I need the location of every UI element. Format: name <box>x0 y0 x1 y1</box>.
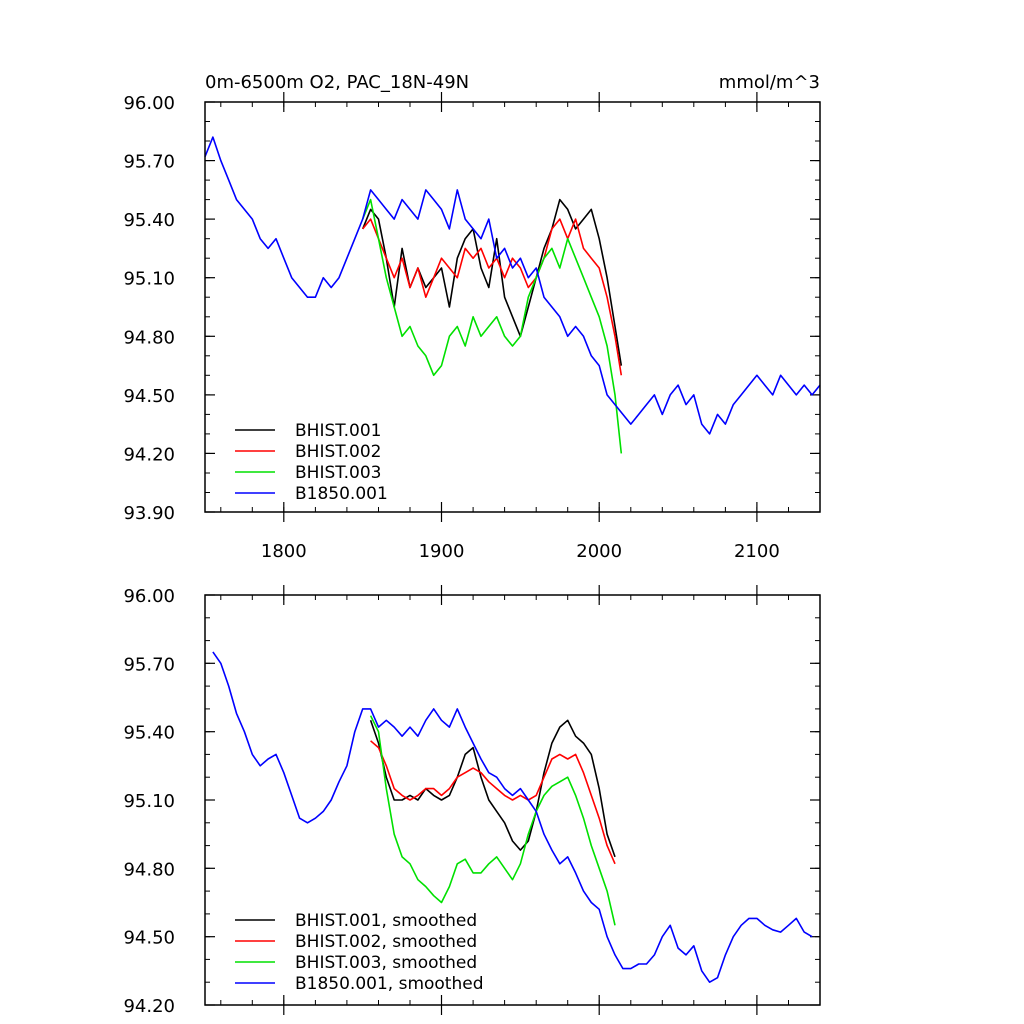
top-series-line-1 <box>361 198 623 366</box>
bottom-y-tick-label: 95.70 <box>123 654 175 675</box>
top-x-tick-label: 1800 <box>261 541 307 562</box>
top-legend-label-1: BHIST.001 <box>295 421 381 441</box>
top-y-tick-label: 93.90 <box>123 503 175 524</box>
bottom-legend-label-1: BHIST.001, smoothed <box>295 911 477 931</box>
top-y-tick-label: 95.10 <box>123 269 175 290</box>
top-y-tick-label: 95.40 <box>123 210 175 231</box>
top-legend-label-3: BHIST.003 <box>295 463 381 483</box>
bottom-y-tick-label: 94.20 <box>123 996 175 1017</box>
bottom-legend-label-4: B1850.001, smoothed <box>295 974 484 994</box>
bottom-series-lines <box>212 651 813 984</box>
top-y-tick-label: 95.70 <box>123 152 175 173</box>
top-series-line-4 <box>204 136 821 435</box>
bottom-series-line-2 <box>370 740 616 865</box>
top-panel: 0m-6500m O2, PAC_18N-49N mmol/m^3 1800 19… <box>123 72 821 562</box>
bottom-y-tick-label: 95.10 <box>123 791 175 812</box>
bottom-y-tick-label: 94.50 <box>123 928 175 949</box>
bottom-axis-ticks: 94.20 94.50 94.80 95.10 95.40 95.70 96.00 <box>123 585 821 1017</box>
top-series-line-2 <box>362 218 623 376</box>
bottom-y-tick-label: 94.80 <box>123 859 175 880</box>
bottom-plot-frame <box>204 594 821 1006</box>
top-legend-label-4: B1850.001 <box>295 484 388 504</box>
top-y-tick-label: 94.80 <box>123 327 175 348</box>
top-plot-frame <box>204 101 821 513</box>
top-legend-label-2: BHIST.002 <box>295 442 381 462</box>
top-axis-ticks: 1800 1900 2000 2100 93.90 94.20 94.50 94.80 95.1… <box>123 92 821 562</box>
top-series-line-3 <box>361 198 623 454</box>
bottom-series-line-1 <box>369 719 616 858</box>
bottom-panel: 94.20 94.50 94.80 95.10 95.40 95.70 96.00 BHIS… <box>123 585 821 1017</box>
bottom-y-tick-label: 95.40 <box>123 723 175 744</box>
top-y-tick-label: 96.00 <box>123 93 175 114</box>
bottom-series-line-3 <box>369 715 616 926</box>
top-y-tick-label: 94.20 <box>123 444 175 465</box>
bottom-legend-label-3: BHIST.003, smoothed <box>295 953 477 973</box>
top-x-tick-label: 2000 <box>576 541 622 562</box>
units-label: mmol/m^3 <box>719 72 820 93</box>
bottom-y-tick-label: 96.00 <box>123 586 175 607</box>
panel-title: 0m-6500m O2, PAC_18N-49N <box>205 72 469 93</box>
top-y-tick-label: 94.50 <box>123 386 175 407</box>
bottom-series-line-4 <box>212 651 813 984</box>
bottom-legend-label-2: BHIST.002, smoothed <box>295 932 477 952</box>
top-x-tick-label: 2100 <box>734 541 780 562</box>
top-x-tick-label: 1900 <box>419 541 465 562</box>
top-series-lines <box>204 136 821 454</box>
